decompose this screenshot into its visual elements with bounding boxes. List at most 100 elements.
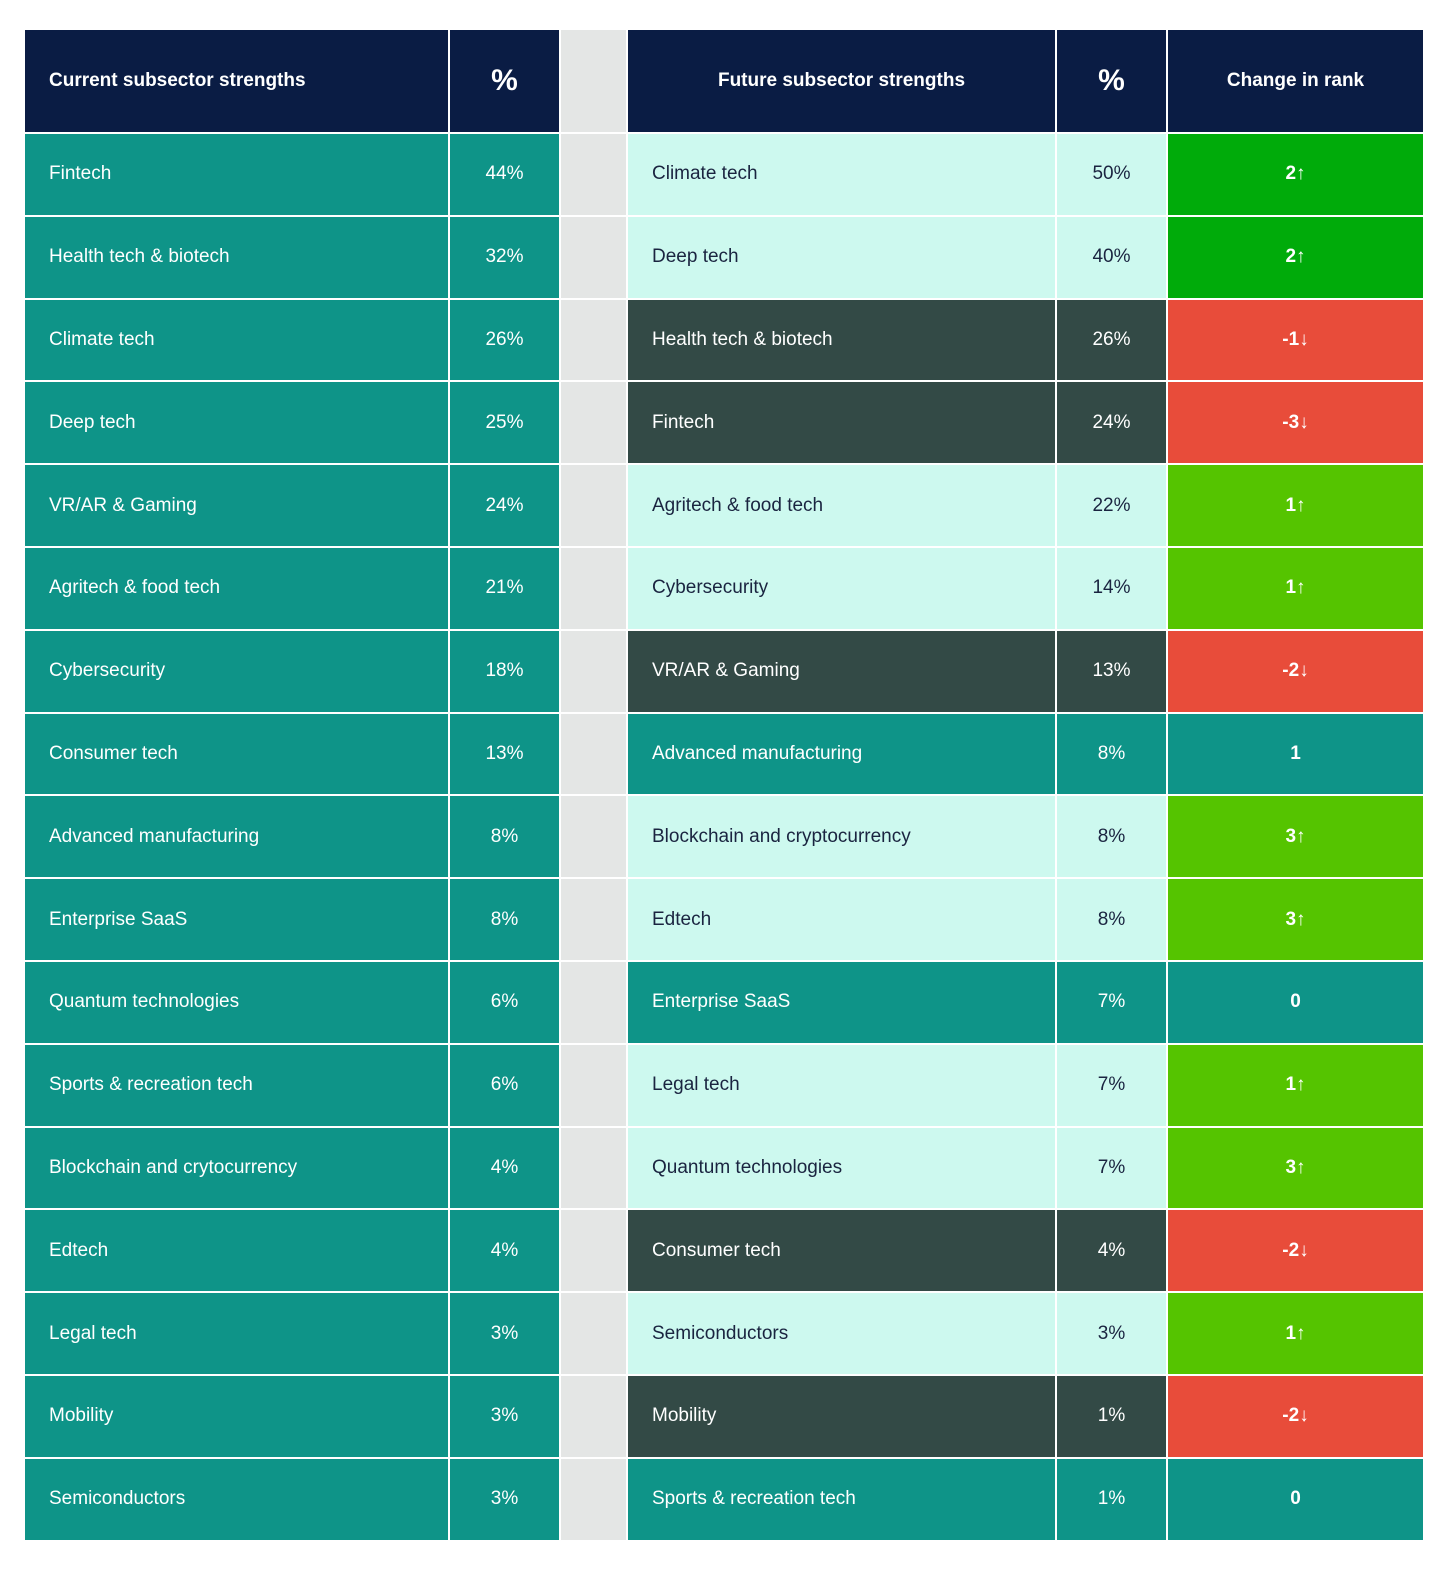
column-gap bbox=[561, 630, 626, 712]
future-subsector-name: Mobility bbox=[628, 1375, 1055, 1457]
current-subsector-name: Blockchain and crytocurrency bbox=[25, 1127, 448, 1209]
header-current-percent: % bbox=[450, 30, 559, 132]
future-subsector-name: Legal tech bbox=[628, 1044, 1055, 1126]
future-subsector-percent: 13% bbox=[1057, 630, 1166, 712]
change-in-rank: -2↓ bbox=[1168, 1375, 1423, 1457]
table-row: Blockchain and crytocurrency 4% Quantum te… bbox=[25, 1127, 1423, 1209]
current-subsector-name: Advanced manufacturing bbox=[25, 796, 448, 878]
current-subsector-name: VR/AR & Gaming bbox=[25, 465, 448, 546]
future-subsector-name: Agritech & food tech bbox=[628, 465, 1055, 546]
change-in-rank: 1↑ bbox=[1168, 1293, 1423, 1374]
future-subsector-name: Blockchain and cryptocurrency bbox=[628, 796, 1055, 878]
table-row: VR/AR & Gaming 24% Agritech & food tech 22%… bbox=[25, 465, 1423, 546]
current-subsector-name: Semiconductors bbox=[25, 1458, 448, 1540]
current-subsector-percent: 3% bbox=[450, 1375, 559, 1457]
current-subsector-name: Mobility bbox=[25, 1375, 448, 1457]
table-header-row: Current subsector strengths % Future sub… bbox=[25, 30, 1423, 132]
current-subsector-name: Legal tech bbox=[25, 1293, 448, 1374]
change-in-rank: 0 bbox=[1168, 1458, 1423, 1540]
table-row: Consumer tech 13% Advanced manufacturing 8%… bbox=[25, 713, 1423, 795]
future-subsector-percent: 7% bbox=[1057, 1044, 1166, 1126]
future-subsector-name: Deep tech bbox=[628, 216, 1055, 298]
future-subsector-percent: 3% bbox=[1057, 1293, 1166, 1374]
current-subsector-percent: 21% bbox=[450, 547, 559, 629]
future-subsector-percent: 4% bbox=[1057, 1210, 1166, 1292]
column-gap bbox=[561, 465, 626, 546]
change-in-rank: 2↑ bbox=[1168, 134, 1423, 215]
change-in-rank: -2↓ bbox=[1168, 1210, 1423, 1292]
table-row: Cybersecurity 18% VR/AR & Gaming 13% -2↓ bbox=[25, 630, 1423, 712]
header-change-in-rank: Change in rank bbox=[1168, 30, 1423, 132]
change-in-rank: -2↓ bbox=[1168, 630, 1423, 712]
future-subsector-percent: 8% bbox=[1057, 713, 1166, 795]
current-subsector-percent: 3% bbox=[450, 1293, 559, 1374]
future-subsector-percent: 22% bbox=[1057, 465, 1166, 546]
change-in-rank: 3↑ bbox=[1168, 796, 1423, 878]
column-gap bbox=[561, 382, 626, 464]
future-subsector-percent: 8% bbox=[1057, 796, 1166, 878]
table-row: Enterprise SaaS 8% Edtech 8% 3↑ bbox=[25, 879, 1423, 960]
table-row: Quantum technologies 6% Enterprise SaaS 7% 0 bbox=[25, 961, 1423, 1043]
column-gap bbox=[561, 1210, 626, 1292]
current-subsector-name: Enterprise SaaS bbox=[25, 879, 448, 960]
table-row: Edtech 4% Consumer tech 4% -2↓ bbox=[25, 1210, 1423, 1292]
table-row: Climate tech 26% Health tech & biotech 26% -… bbox=[25, 299, 1423, 381]
future-subsector-name: Sports & recreation tech bbox=[628, 1458, 1055, 1540]
current-subsector-percent: 6% bbox=[450, 961, 559, 1043]
current-subsector-name: Consumer tech bbox=[25, 713, 448, 795]
future-subsector-percent: 14% bbox=[1057, 547, 1166, 629]
change-in-rank: -1↓ bbox=[1168, 299, 1423, 381]
future-subsector-percent: 8% bbox=[1057, 879, 1166, 960]
change-in-rank: 1↑ bbox=[1168, 465, 1423, 546]
change-in-rank: 1↑ bbox=[1168, 547, 1423, 629]
change-in-rank: 0 bbox=[1168, 961, 1423, 1043]
column-gap bbox=[561, 299, 626, 381]
table-row: Mobility 3% Mobility 1% -2↓ bbox=[25, 1375, 1423, 1457]
future-subsector-percent: 1% bbox=[1057, 1375, 1166, 1457]
current-subsector-percent: 4% bbox=[450, 1210, 559, 1292]
current-subsector-percent: 6% bbox=[450, 1044, 559, 1126]
current-subsector-name: Quantum technologies bbox=[25, 961, 448, 1043]
future-subsector-percent: 1% bbox=[1057, 1458, 1166, 1540]
table-row: Sports & recreation tech 6% Legal tech 7% 1↑ bbox=[25, 1044, 1423, 1126]
header-future-percent: % bbox=[1057, 30, 1166, 132]
table-row: Advanced manufacturing 8% Blockchain and c… bbox=[25, 796, 1423, 878]
current-subsector-percent: 44% bbox=[450, 134, 559, 215]
column-gap bbox=[561, 30, 626, 132]
current-subsector-name: Health tech & biotech bbox=[25, 216, 448, 298]
future-subsector-name: VR/AR & Gaming bbox=[628, 630, 1055, 712]
column-gap bbox=[561, 1044, 626, 1126]
table-row: Legal tech 3% Semiconductors 3% 1↑ bbox=[25, 1293, 1423, 1374]
future-subsector-name: Consumer tech bbox=[628, 1210, 1055, 1292]
future-subsector-percent: 50% bbox=[1057, 134, 1166, 215]
table-row: Semiconductors 3% Sports & recreation tech… bbox=[25, 1458, 1423, 1540]
future-subsector-name: Enterprise SaaS bbox=[628, 961, 1055, 1043]
column-gap bbox=[561, 713, 626, 795]
future-subsector-name: Cybersecurity bbox=[628, 547, 1055, 629]
column-gap bbox=[561, 547, 626, 629]
table-row: Fintech 44% Climate tech 50% 2↑ bbox=[25, 134, 1423, 215]
current-subsector-name: Edtech bbox=[25, 1210, 448, 1292]
column-gap bbox=[561, 134, 626, 215]
future-subsector-percent: 26% bbox=[1057, 299, 1166, 381]
current-subsector-name: Sports & recreation tech bbox=[25, 1044, 448, 1126]
current-subsector-percent: 32% bbox=[450, 216, 559, 298]
header-current-subsector: Current subsector strengths bbox=[25, 30, 448, 132]
current-subsector-name: Fintech bbox=[25, 134, 448, 215]
column-gap bbox=[561, 1293, 626, 1374]
future-subsector-name: Quantum technologies bbox=[628, 1127, 1055, 1209]
column-gap bbox=[561, 1375, 626, 1457]
future-subsector-percent: 7% bbox=[1057, 961, 1166, 1043]
current-subsector-percent: 18% bbox=[450, 630, 559, 712]
column-gap bbox=[561, 216, 626, 298]
current-subsector-percent: 26% bbox=[450, 299, 559, 381]
future-subsector-name: Advanced manufacturing bbox=[628, 713, 1055, 795]
current-subsector-name: Cybersecurity bbox=[25, 630, 448, 712]
current-subsector-percent: 3% bbox=[450, 1458, 559, 1540]
change-in-rank: 3↑ bbox=[1168, 879, 1423, 960]
current-subsector-percent: 8% bbox=[450, 879, 559, 960]
header-future-subsector: Future subsector strengths bbox=[628, 30, 1055, 132]
column-gap bbox=[561, 961, 626, 1043]
current-subsector-percent: 13% bbox=[450, 713, 559, 795]
subsector-strengths-table: Current subsector strengths % Future sub… bbox=[25, 30, 1423, 1542]
